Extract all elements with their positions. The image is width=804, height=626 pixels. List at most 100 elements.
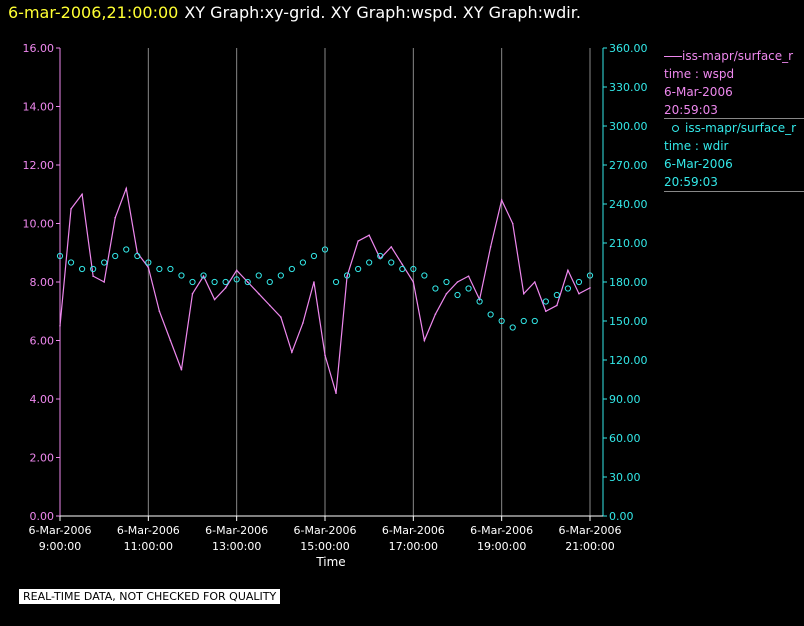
right-tick-label: 60.00 <box>609 432 641 445</box>
x-tick-time: 13:00:00 <box>212 540 261 553</box>
wspd-point <box>434 313 437 315</box>
legend-wdir: iss-mapr/surface_r time : wdir 6-Mar-200… <box>664 119 796 191</box>
wspd-point <box>291 351 293 354</box>
left-tick-label: 8.00 <box>30 276 55 289</box>
legend-wdir-circle-swatch <box>672 125 679 132</box>
wdir-series <box>56 246 594 331</box>
left-tick-label: 16.00 <box>23 42 55 55</box>
wdir-point <box>454 291 461 299</box>
wspd-point <box>522 292 525 295</box>
wspd-point <box>224 287 227 289</box>
x-tick-time: 21:00:00 <box>565 540 614 553</box>
wdir-point <box>56 252 64 260</box>
legend-wspd-time: 20:59:03 <box>664 103 718 117</box>
wdir-point <box>244 278 251 286</box>
wspd-point <box>412 281 415 283</box>
x-tick-date: 6-Mar-2006 <box>559 524 622 537</box>
legend-wdir-time: 20:59:03 <box>664 175 718 189</box>
wspd-point <box>445 292 448 295</box>
wdir-point <box>542 298 549 305</box>
wspd-point <box>103 281 105 283</box>
x-tick-date: 6-Mar-2006 <box>382 524 445 537</box>
x-tick-date: 6-Mar-2006 <box>470 524 533 537</box>
left-tick-label: 6.00 <box>30 335 55 348</box>
wdir-point <box>299 259 307 266</box>
wspd-series <box>59 186 591 394</box>
legend-divider-bottom <box>664 191 804 192</box>
wdir-point <box>233 276 240 283</box>
wspd-point <box>147 266 150 269</box>
wspd-point <box>401 263 404 266</box>
right-tick-label: 30.00 <box>609 471 641 484</box>
left-tick-label: 10.00 <box>23 218 55 231</box>
wspd-point <box>59 325 61 327</box>
right-tick-label: 240.00 <box>609 198 648 211</box>
left-y-axis: 0.00 2.00 4.00 6.00 8.00 10.00 12.00 14.00 16.00 <box>23 42 61 523</box>
wspd-point <box>567 269 569 272</box>
wdir-point <box>388 259 395 266</box>
wdir-point <box>200 272 207 279</box>
wdir-point <box>101 259 108 266</box>
wdir-point <box>255 272 262 279</box>
legend-divider <box>664 118 804 119</box>
wspd-point <box>246 281 249 283</box>
wspd-point <box>467 275 470 277</box>
wspd-point <box>191 292 194 295</box>
wdir-point <box>553 291 560 299</box>
wspd-point <box>70 208 72 210</box>
wspd-point <box>489 246 492 248</box>
wspd-point <box>213 298 216 301</box>
wdir-point <box>564 285 572 292</box>
title-graph-list: XY Graph:xy-grid. XY Graph:wspd. XY Grap… <box>184 3 581 22</box>
x-tick-time: 15:00:00 <box>300 540 349 553</box>
x-axis: 6-Mar-2006 9:00:00 6-Mar-2006 11:00:00 6-Mar… <box>29 515 622 553</box>
wdir-point <box>586 272 594 279</box>
wdir-point <box>156 265 163 273</box>
left-tick-label: 14.00 <box>23 101 55 114</box>
wspd-point <box>114 216 117 219</box>
wspd-point <box>257 292 260 295</box>
x-tick-time: 17:00:00 <box>389 540 438 553</box>
wdir-point <box>67 259 75 266</box>
right-tick-label: 0.00 <box>609 510 634 523</box>
wspd-point <box>589 287 591 289</box>
right-tick-label: 150.00 <box>609 315 648 328</box>
wdir-point <box>189 278 196 286</box>
left-tick-label: 2.00 <box>30 452 55 465</box>
wspd-point <box>368 234 370 236</box>
wspd-point <box>390 246 393 248</box>
right-tick-label: 300.00 <box>609 120 648 133</box>
window-title: 6-mar-2006,21:00:00 XY Graph:xy-grid. XY … <box>8 3 581 22</box>
wspd-point <box>511 222 514 225</box>
wdir-point <box>355 265 362 273</box>
wspd-point <box>456 281 459 283</box>
legend-wdir-name: iss-mapr/surface_r <box>664 119 796 137</box>
wspd-point <box>533 281 536 283</box>
wspd-point <box>324 354 326 356</box>
wspd-point <box>500 199 503 201</box>
wdir-point <box>310 252 318 260</box>
right-tick-label: 210.00 <box>609 237 648 250</box>
right-tick-label: 270.00 <box>609 159 648 172</box>
wdir-point <box>531 317 538 325</box>
wspd-point <box>202 275 205 277</box>
wdir-point <box>487 311 494 318</box>
wdir-point <box>520 317 527 325</box>
legend-wspd-line-swatch <box>664 56 682 57</box>
wspd-point <box>125 187 128 190</box>
left-tick-label: 4.00 <box>30 393 55 406</box>
legend-wspd: iss-mapr/surface_r time : wspd 6-Mar-200… <box>664 47 793 119</box>
wspd-point <box>268 304 271 307</box>
wspd-point <box>335 392 337 394</box>
legend-wspd-variable: time : wspd <box>664 67 735 81</box>
right-tick-label: 180.00 <box>609 276 648 289</box>
wdir-point <box>498 317 505 325</box>
x-tick-time: 11:00:00 <box>124 540 173 553</box>
wdir-point <box>421 272 428 279</box>
wspd-point <box>556 304 558 307</box>
legend-wdir-variable: time : wdir <box>664 139 729 153</box>
wdir-point <box>465 285 472 292</box>
wdir-point <box>90 265 97 273</box>
wspd-point <box>545 310 547 313</box>
